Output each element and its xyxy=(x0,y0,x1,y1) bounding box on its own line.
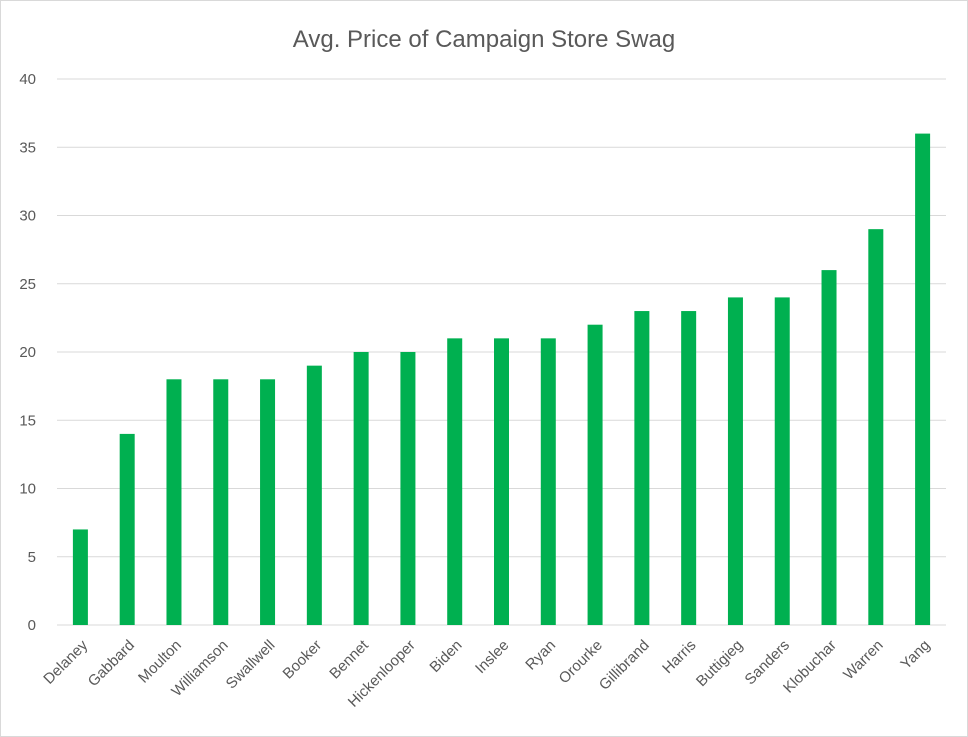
bar-orourke xyxy=(587,324,603,625)
x-tick-label: Ryan xyxy=(522,637,559,674)
y-tick-label: 0 xyxy=(28,617,36,634)
bar-gillibrand xyxy=(634,311,650,625)
x-tick-label: Inslee xyxy=(472,637,512,677)
x-tick-label: Harris xyxy=(659,637,699,677)
y-tick-label: 35 xyxy=(19,139,36,156)
bar-gabbard xyxy=(119,433,135,625)
bar-swallwell xyxy=(260,379,276,625)
y-tick-label: 10 xyxy=(19,481,36,498)
bar-sanders xyxy=(774,297,790,625)
bar-booker xyxy=(306,365,322,625)
bar-klobuchar xyxy=(821,270,837,625)
x-tick-label: Gabbard xyxy=(85,637,138,690)
bar-bennet xyxy=(353,352,369,625)
x-tick-label: Bennet xyxy=(326,636,372,682)
bar-biden xyxy=(447,338,463,625)
bar-moulton xyxy=(166,379,182,625)
bar-yang xyxy=(915,133,931,625)
x-tick-label: Biden xyxy=(426,637,465,676)
chart-title: Avg. Price of Campaign Store Swag xyxy=(293,26,675,53)
x-tick-label: Buttigieg xyxy=(693,637,746,690)
x-tick-label: Gillibrand xyxy=(596,637,653,694)
y-tick-label: 20 xyxy=(19,344,36,361)
x-axis-ticks: DelaneyGabbardMoultonWilliamsonSwallwell… xyxy=(40,636,933,711)
y-axis-ticks: 0 5 10 15 20 25 30 35 40 xyxy=(19,71,36,634)
x-tick-label: Swallwell xyxy=(223,637,279,693)
bar-hickenlooper xyxy=(400,352,416,625)
x-tick-label: Booker xyxy=(280,637,326,683)
bar-harris xyxy=(681,311,697,625)
y-tick-label: 15 xyxy=(19,412,36,429)
y-tick-label: 5 xyxy=(28,549,36,566)
bar-warren xyxy=(868,229,884,625)
y-tick-label: 25 xyxy=(19,276,36,293)
bar-buttigieg xyxy=(727,297,743,625)
bars xyxy=(72,133,931,625)
x-tick-label: Delaney xyxy=(40,636,91,687)
bar-delaney xyxy=(72,529,88,625)
x-tick-label: Warren xyxy=(840,637,886,683)
x-tick-label: Yang xyxy=(897,637,933,673)
y-tick-label: 40 xyxy=(19,71,36,88)
bar-ryan xyxy=(540,338,556,625)
bar-inslee xyxy=(494,338,509,625)
y-tick-label: 30 xyxy=(19,208,36,225)
bar-williamson xyxy=(213,379,229,625)
